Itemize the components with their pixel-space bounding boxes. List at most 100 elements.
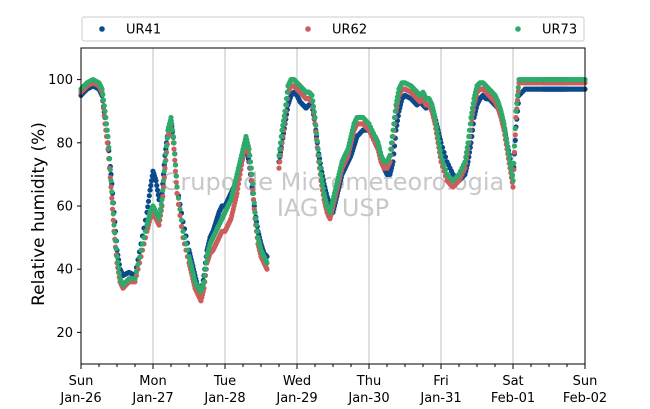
data-point	[160, 187, 166, 193]
data-point	[514, 92, 521, 98]
y-axis-ticks: 20 40 60 80 100	[48, 73, 81, 341]
data-point	[281, 113, 287, 119]
data-point	[132, 276, 138, 282]
data-point	[314, 138, 320, 144]
series-UR73	[78, 77, 588, 294]
data-point	[202, 272, 208, 279]
data-point	[279, 127, 285, 133]
data-point	[116, 270, 122, 276]
data-point	[390, 127, 396, 133]
data-point	[310, 103, 317, 110]
data-point	[441, 162, 447, 168]
data-point	[277, 140, 284, 146]
data-point	[465, 140, 471, 146]
x-tick-label-date: Feb-01	[491, 391, 535, 406]
data-point	[394, 98, 400, 104]
data-point	[171, 140, 177, 146]
data-point	[163, 151, 169, 157]
data-point	[502, 130, 509, 136]
data-point	[511, 160, 517, 166]
x-tick-label-date: Jan-29	[275, 391, 317, 406]
data-point	[172, 168, 179, 174]
data-point	[110, 217, 116, 223]
data-point	[467, 121, 473, 127]
data-point	[157, 211, 163, 217]
data-point	[158, 201, 164, 207]
data-point	[463, 154, 469, 160]
data-point	[388, 146, 394, 152]
data-point	[317, 165, 323, 171]
data-point	[114, 254, 120, 260]
data-point	[468, 114, 474, 121]
data-point	[512, 126, 518, 132]
x-tick-label-day: Fri	[433, 374, 449, 389]
data-point	[141, 235, 147, 241]
x-tick-label-day: Mon	[139, 374, 166, 389]
data-point	[512, 137, 518, 143]
data-point	[388, 140, 395, 146]
data-point	[504, 140, 510, 146]
x-tick-label-day: Tue	[213, 374, 236, 389]
data-point	[252, 209, 258, 215]
data-point	[514, 100, 520, 106]
data-point	[201, 279, 207, 285]
data-point	[309, 92, 315, 98]
legend-box	[81, 16, 585, 42]
data-point	[470, 100, 476, 106]
data-point	[108, 178, 114, 184]
x-tick-label-day: Thu	[356, 374, 381, 389]
data-point	[100, 97, 107, 103]
data-point	[171, 146, 177, 152]
data-point	[319, 181, 326, 187]
data-point	[156, 216, 162, 222]
data-point	[515, 88, 521, 94]
data-point	[101, 103, 107, 109]
data-point	[109, 200, 116, 206]
data-point	[283, 96, 290, 102]
data-point	[315, 146, 321, 152]
data-point	[184, 247, 191, 253]
x-tick-label-day: Sun	[69, 374, 94, 389]
data-point	[433, 119, 439, 125]
data-point	[312, 114, 318, 121]
data-point	[103, 121, 110, 127]
data-point	[283, 102, 289, 108]
data-point	[111, 222, 117, 228]
data-point	[437, 148, 443, 154]
data-point	[512, 132, 518, 138]
data-point	[154, 187, 161, 193]
data-point	[276, 165, 282, 171]
y-tick-label: 60	[56, 200, 73, 215]
x-tick-label-day: Sun	[573, 374, 598, 389]
data-point	[104, 127, 110, 133]
x-tick-label-day: Sat	[502, 374, 523, 389]
data-point	[509, 173, 515, 179]
x-tick-label-date: Jan-27	[131, 391, 173, 406]
data-point	[280, 118, 287, 124]
data-point	[502, 126, 508, 132]
data-point	[202, 266, 209, 272]
data-point	[106, 144, 112, 151]
data-point	[178, 217, 185, 223]
data-point	[316, 159, 323, 165]
data-point	[169, 127, 176, 133]
data-point	[100, 92, 106, 98]
data-point	[145, 204, 151, 210]
data-point	[253, 216, 259, 222]
data-point	[463, 149, 470, 155]
data-point	[115, 259, 121, 265]
data-point	[389, 133, 395, 140]
legend-label-UR62: UR62	[332, 23, 367, 38]
data-point	[510, 178, 516, 184]
data-point	[178, 223, 185, 230]
data-point	[153, 178, 159, 184]
data-point	[433, 124, 440, 130]
data-point	[234, 190, 240, 196]
data-point	[464, 144, 470, 151]
data-point	[320, 186, 326, 192]
data-point	[284, 89, 290, 95]
data-point	[180, 228, 186, 234]
data-point	[172, 162, 179, 168]
data-point	[469, 105, 476, 111]
